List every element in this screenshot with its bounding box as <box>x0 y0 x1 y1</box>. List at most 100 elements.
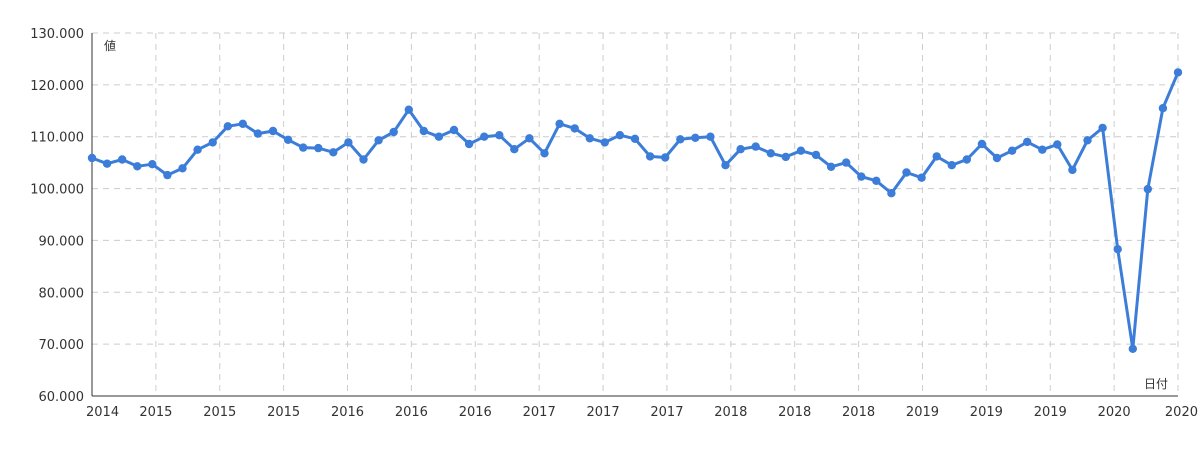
data-point[interactable] <box>902 168 911 177</box>
data-point[interactable] <box>299 143 308 152</box>
data-point[interactable] <box>223 122 232 131</box>
data-point[interactable] <box>359 155 368 164</box>
data-point[interactable] <box>238 119 247 128</box>
data-point[interactable] <box>344 138 353 147</box>
data-point[interactable] <box>781 152 790 162</box>
x-tick-label: 2015 <box>139 405 172 420</box>
data-point[interactable] <box>480 132 489 141</box>
data-point[interactable] <box>887 189 896 198</box>
data-point[interactable] <box>555 119 564 128</box>
data-point[interactable] <box>811 150 821 160</box>
x-tick-label: 2020 <box>1165 405 1198 420</box>
data-point[interactable] <box>570 124 579 133</box>
data-point[interactable] <box>826 162 836 171</box>
data-point[interactable] <box>842 158 851 167</box>
data-point[interactable] <box>917 173 926 182</box>
data-point[interactable] <box>253 129 263 138</box>
x-tick-label: 2015 <box>267 405 300 420</box>
series-line <box>91 71 1180 351</box>
data-point[interactable] <box>163 170 172 180</box>
y-tick-label: 120.000 <box>30 79 84 94</box>
axis-layer: 60.000 70.000 80.000 90.000 100.000 110.000 12… <box>30 27 1198 420</box>
data-point[interactable] <box>374 136 383 145</box>
data-point[interactable] <box>87 153 97 163</box>
data-point[interactable] <box>947 161 956 170</box>
x-tick-label: 2016 <box>395 405 428 420</box>
data-point[interactable] <box>676 135 685 144</box>
data-point[interactable] <box>314 143 323 153</box>
data-point[interactable] <box>434 132 444 141</box>
data-point[interactable] <box>133 162 142 171</box>
data-point[interactable] <box>766 149 775 158</box>
x-tick-label: 2018 <box>714 405 747 420</box>
data-point[interactable] <box>736 145 745 154</box>
y-tick-label: 60.000 <box>39 390 85 405</box>
data-point[interactable] <box>102 159 112 168</box>
data-point[interactable] <box>706 132 715 141</box>
data-point[interactable] <box>148 160 157 169</box>
data-point[interactable] <box>525 134 534 143</box>
data-point[interactable] <box>404 105 413 114</box>
data-point[interactable] <box>1098 123 1107 133</box>
data-point[interactable] <box>992 153 1002 163</box>
data-point[interactable] <box>389 127 398 137</box>
data-point[interactable] <box>193 145 202 154</box>
y-axis-title: 値 <box>104 38 116 53</box>
data-point[interactable] <box>118 155 127 164</box>
data-point[interactable] <box>1158 104 1168 113</box>
series-layer <box>87 68 1183 353</box>
x-tick-label: 2017 <box>650 405 683 420</box>
x-tick-label: 2016 <box>459 405 492 420</box>
data-point[interactable] <box>449 125 459 135</box>
x-tick-label: 2019 <box>970 405 1003 420</box>
data-point[interactable] <box>283 135 293 144</box>
y-tick-label: 90.000 <box>39 234 85 249</box>
data-point[interactable] <box>1128 344 1138 353</box>
x-tick-label: 2018 <box>778 405 811 420</box>
label-layer: 値 日付 <box>104 38 1168 391</box>
data-point[interactable] <box>615 131 625 140</box>
data-point[interactable] <box>872 176 881 185</box>
data-point[interactable] <box>630 134 640 143</box>
data-point[interactable] <box>962 155 971 164</box>
data-point[interactable] <box>1083 136 1092 145</box>
data-point[interactable] <box>1068 165 1077 175</box>
data-point[interactable] <box>857 172 866 181</box>
data-point[interactable] <box>645 152 655 161</box>
y-tick-label: 100.000 <box>30 183 84 198</box>
data-point[interactable] <box>419 126 428 136</box>
data-point[interactable] <box>721 161 730 170</box>
data-point[interactable] <box>1173 68 1183 77</box>
data-point[interactable] <box>600 138 609 147</box>
data-point[interactable] <box>464 139 474 149</box>
data-point[interactable] <box>540 149 549 158</box>
data-point[interactable] <box>1053 140 1062 149</box>
x-tick-label: 2017 <box>587 405 620 420</box>
data-point[interactable] <box>977 139 987 149</box>
data-point[interactable] <box>329 148 338 157</box>
grid-layer <box>92 32 1179 396</box>
x-tick-label: 2019 <box>906 405 939 420</box>
data-point[interactable] <box>691 133 700 142</box>
data-point[interactable] <box>751 142 760 151</box>
data-point[interactable] <box>178 164 187 173</box>
data-point[interactable] <box>932 152 941 161</box>
x-tick-label: 2017 <box>523 405 556 420</box>
data-point[interactable] <box>1007 146 1017 155</box>
x-tick-label: 2020 <box>1098 405 1131 420</box>
x-axis-title: 日付 <box>1144 377 1168 391</box>
data-point[interactable] <box>796 146 806 155</box>
data-point[interactable] <box>1038 145 1047 154</box>
y-tick-label: 110.000 <box>30 131 84 146</box>
data-point[interactable] <box>661 153 670 162</box>
data-point[interactable] <box>1022 137 1032 147</box>
data-point[interactable] <box>1143 184 1153 194</box>
x-tick-label: 2019 <box>1034 405 1067 420</box>
data-point[interactable] <box>510 145 519 154</box>
data-point[interactable] <box>1113 245 1122 254</box>
data-point[interactable] <box>585 134 594 143</box>
data-point[interactable] <box>268 126 278 136</box>
data-point[interactable] <box>208 138 217 147</box>
data-point[interactable] <box>495 131 504 140</box>
